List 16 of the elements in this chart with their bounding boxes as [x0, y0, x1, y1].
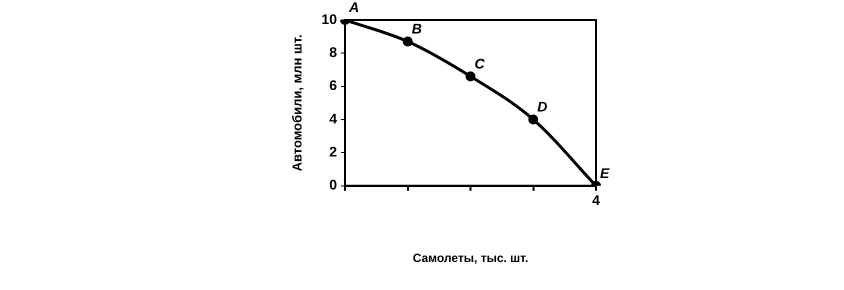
point: [466, 71, 476, 82]
y-tick-label: 6: [329, 77, 338, 94]
y-tick-label: 4: [329, 110, 338, 126]
annotation: D: [537, 98, 548, 114]
y-tick-label: 2: [329, 144, 338, 160]
point: [528, 114, 538, 124]
y-tick-label: 10: [321, 10, 338, 27]
annotation: E: [600, 164, 610, 181]
annotation: C: [474, 55, 486, 72]
annotation: A: [348, 0, 360, 15]
point: [402, 36, 413, 47]
y-tick-label: 8: [329, 44, 338, 60]
x-axis-title: Самолеты, тыс. шт.: [412, 251, 528, 266]
y-tick-label: 0: [329, 176, 338, 193]
annotation: B: [412, 20, 422, 37]
y-axis-title: Автомобили, млн шт.: [289, 34, 304, 172]
